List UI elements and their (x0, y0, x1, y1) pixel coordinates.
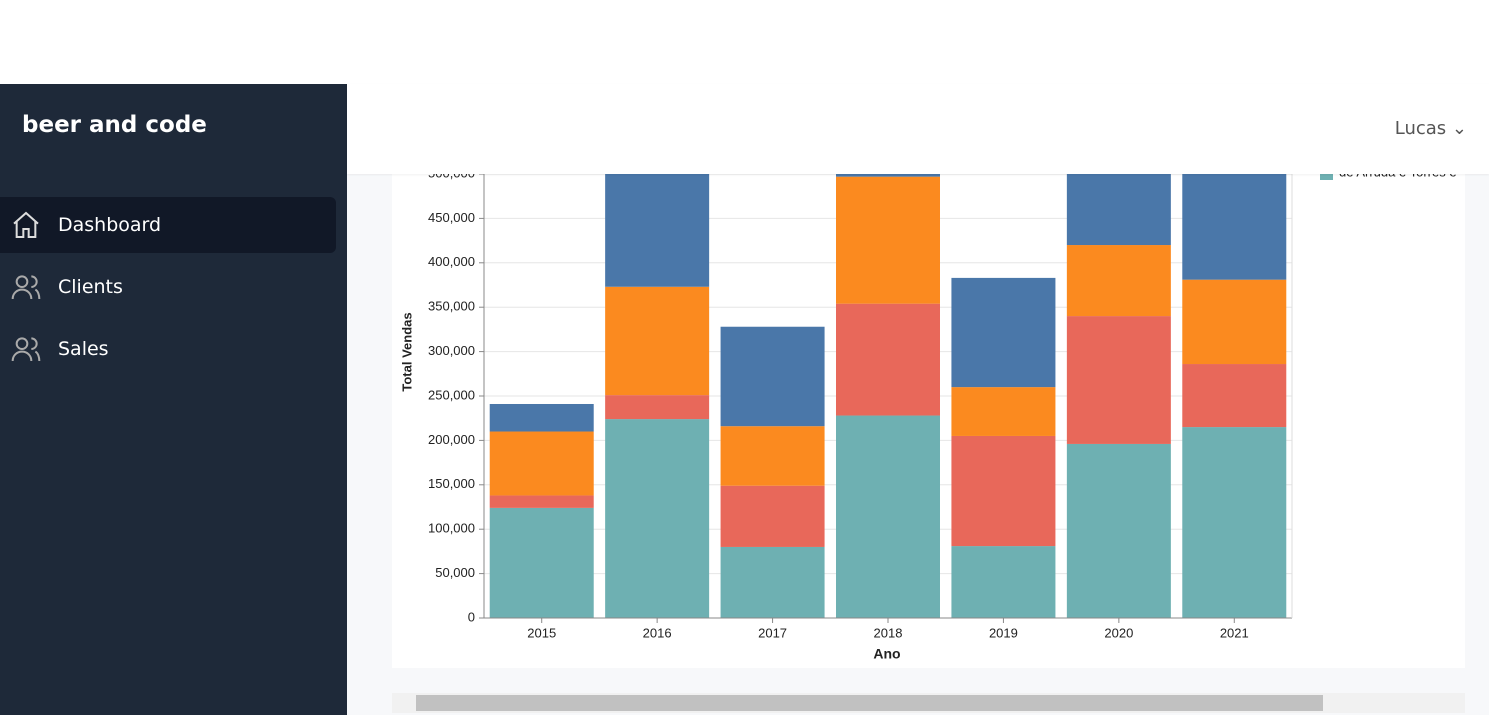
x-tick-label: 2020 (1104, 625, 1133, 640)
y-tick-label: 350,000 (428, 299, 475, 314)
bar-segment (489, 507, 594, 618)
bar-segment (1066, 245, 1171, 317)
bar-segment (720, 485, 825, 547)
bar-segment (1182, 155, 1287, 280)
bar-segment (720, 546, 825, 618)
y-tick-label: 100,000 (428, 521, 475, 536)
x-tick-label: 2018 (874, 625, 903, 640)
bar-segment (489, 495, 594, 508)
bar-segment (1066, 443, 1171, 618)
bar-segment (489, 403, 594, 432)
bar-segment (951, 435, 1056, 547)
bar-segment (1182, 279, 1287, 365)
bar-segment (836, 176, 940, 304)
users-icon (11, 275, 41, 300)
y-axis-label: Total Vendas (399, 312, 414, 391)
bar-segment (605, 419, 710, 618)
bar-segment (605, 153, 710, 287)
scrollbar[interactable] (392, 693, 1465, 713)
bar-segment (489, 431, 594, 496)
bar-segment (951, 387, 1056, 436)
nav-item[interactable]: Sales (0, 321, 336, 377)
y-tick-label: 250,000 (428, 387, 475, 402)
x-tick-label: 2015 (527, 625, 556, 640)
x-axis-label: Ano (873, 646, 900, 662)
nav-item[interactable]: Clients (0, 259, 336, 315)
bar-segment (1182, 364, 1287, 428)
bar-segment (836, 415, 940, 618)
x-tick-label: 2021 (1220, 625, 1249, 640)
user-menu[interactable]: Lucas ⌄ (1394, 118, 1467, 139)
y-tick-label: 150,000 (428, 476, 475, 491)
home-icon (13, 211, 39, 238)
nav-label: Dashboard (58, 214, 162, 236)
nav-item[interactable]: Dashboard (0, 197, 336, 253)
header: Lucas ⌄ (347, 84, 1489, 174)
bar-segment (720, 326, 825, 427)
bar-segment (605, 286, 710, 396)
y-tick-label: 0 (468, 609, 475, 624)
logo[interactable]: beer and code (22, 112, 207, 138)
y-tick-label: 450,000 (428, 210, 475, 225)
y-tick-label: 400,000 (428, 254, 475, 269)
scroll-thumb[interactable] (416, 695, 1323, 711)
nav-label: Clients (58, 276, 123, 298)
users-icon (11, 337, 41, 362)
x-tick-label: 2019 (989, 625, 1018, 640)
bar-segment (720, 426, 825, 486)
bar-segment (951, 546, 1056, 618)
sidebar: beer and code Dashboard Clients Sales (0, 84, 347, 715)
user-name: Lucas (1394, 118, 1447, 139)
y-tick-label: 50,000 (435, 565, 475, 580)
x-tick-label: 2017 (758, 625, 787, 640)
bar-segment (1182, 427, 1287, 618)
x-tick-label: 2016 (643, 625, 672, 640)
bar-segment (1066, 316, 1171, 444)
bar-segment (605, 395, 710, 420)
y-tick-label: 300,000 (428, 343, 475, 358)
nav-label: Sales (58, 338, 109, 360)
bar-segment (951, 277, 1056, 388)
y-tick-label: 200,000 (428, 432, 475, 447)
bar-segment (836, 303, 940, 416)
